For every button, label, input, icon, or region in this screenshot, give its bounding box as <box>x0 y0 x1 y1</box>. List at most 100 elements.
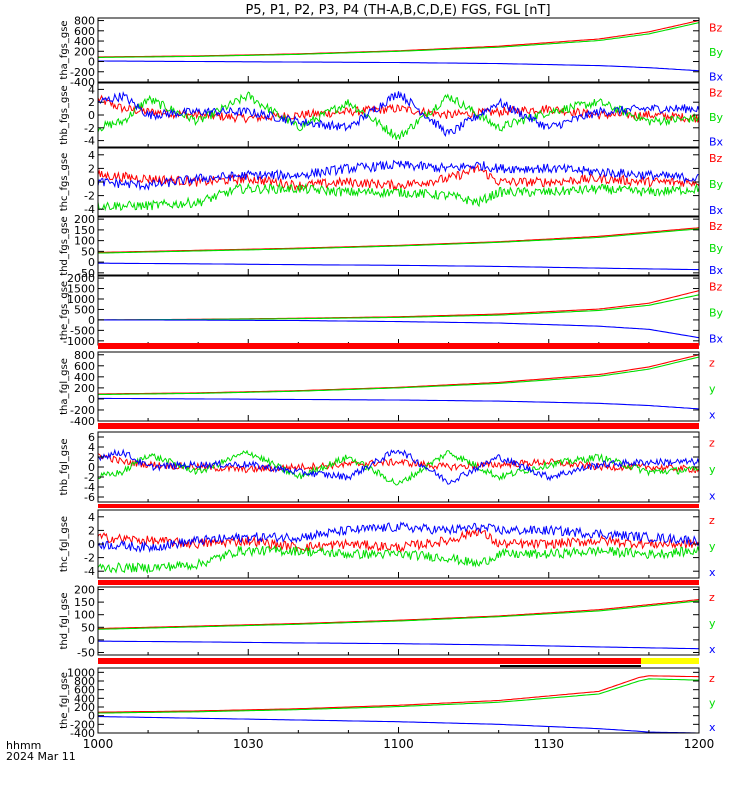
y-axis-label: thb_fgs_gse <box>59 85 70 144</box>
y-axis-label: tha_fgl_gse <box>59 358 70 415</box>
y-tick-label: 1000 <box>67 293 95 306</box>
availability-bar-red <box>98 343 699 349</box>
panel-lines <box>98 448 699 486</box>
time-tick-label: 1130 <box>533 737 564 751</box>
y-tick-label: 1000 <box>67 666 95 679</box>
time-tick-label: 1030 <box>233 737 264 751</box>
y-tick-label: 800 <box>74 349 95 362</box>
y-tick-label: 4 <box>88 511 95 524</box>
legend-entry: Bz <box>709 22 723 35</box>
y-axis-label: the_fgs_gse <box>59 281 70 340</box>
series-thb_fgs_gse-z <box>98 94 699 124</box>
y-tick-label: 1500 <box>67 283 95 296</box>
panel-frame <box>97 17 700 83</box>
series-tha_fgl_gse-y <box>98 356 699 396</box>
y-tick-label: -200 <box>70 718 95 731</box>
y-tick-label: 0 <box>88 109 95 122</box>
panel-lines <box>98 20 699 72</box>
y-tick-label: 400 <box>74 692 95 705</box>
y-tick-label: 200 <box>74 382 95 395</box>
y-tick-label: -400 <box>70 415 95 428</box>
legend-entry: y <box>709 617 716 630</box>
y-tick-label: 600 <box>74 684 95 697</box>
y-tick-label: 0 <box>88 56 95 69</box>
y-tick-label: 2000 <box>67 272 95 285</box>
series-thd_fgl_gse-z <box>98 599 699 630</box>
legend-entry: Bx <box>709 204 724 217</box>
y-tick-label: 2 <box>88 451 95 464</box>
series-thd_fgs_gse-x <box>98 262 699 271</box>
legend-entry: Bz <box>709 152 723 165</box>
legend-entry: x <box>709 721 716 734</box>
y-axis-label: the_fgl_gse <box>59 672 70 729</box>
y-tick-label: 0 <box>88 176 95 189</box>
legend-entry: y <box>709 463 716 476</box>
y-tick-label: 150 <box>74 596 95 609</box>
time-tick-label: 1200 <box>684 737 715 751</box>
legend-entry: Bz <box>709 220 723 233</box>
y-tick-label: 0 <box>88 634 95 647</box>
legend-entry: Bx <box>709 70 724 83</box>
legend-entry: By <box>709 111 724 124</box>
y-tick-label: 600 <box>74 25 95 38</box>
legend-entry: By <box>709 178 724 191</box>
y-tick-label: -50 <box>77 267 95 280</box>
time-axis-label-hhmm: hhmm <box>6 739 41 752</box>
y-axis-label: thd_fgs_gse <box>59 216 70 275</box>
availability-bar-red <box>98 658 699 664</box>
legend-entry: By <box>709 46 724 59</box>
series-tha_fgs_gse-y <box>98 22 699 58</box>
series-the_fgl_gse-y <box>98 678 699 714</box>
legend-entry: y <box>709 383 716 396</box>
data-availability-bars <box>98 343 699 667</box>
y-tick-label: -6 <box>84 491 95 504</box>
legend-entry: Bz <box>709 87 723 100</box>
y-tick-label: 400 <box>74 371 95 384</box>
y-tick-label: -4 <box>84 203 95 216</box>
legend-entry: y <box>709 697 716 710</box>
series-thb_fgl_gse-z <box>98 453 699 474</box>
series-thc_fgl_gse-x <box>98 521 699 554</box>
time-axis-label-date: 2024 Mar 11 <box>6 750 76 763</box>
y-tick-label: 50 <box>81 245 95 258</box>
y-tick-label: 0 <box>88 461 95 474</box>
series-thb_fgl_gse-x <box>98 448 699 485</box>
y-tick-label: 0 <box>88 538 95 551</box>
panel-lines <box>98 290 699 339</box>
y-tick-label: 200 <box>74 701 95 714</box>
y-tick-label: 0 <box>88 256 95 269</box>
y-tick-label: 100 <box>74 235 95 248</box>
series-thd_fgs_gse-z <box>98 227 699 253</box>
panel-lines <box>98 91 699 140</box>
y-tick-label: -50 <box>77 646 95 659</box>
series-the_fgs_gse-x <box>98 319 699 339</box>
panel-lines <box>98 159 699 212</box>
series-tha_fgl_gse-z <box>98 354 699 395</box>
legend-entry: z <box>709 591 715 604</box>
y-axis-label: thc_fgs_gse <box>59 153 70 212</box>
y-axis-label: thb_fgl_gse <box>59 439 70 496</box>
panel-lines <box>98 521 699 575</box>
y-tick-label: -4 <box>84 481 95 494</box>
y-tick-label: -2 <box>84 190 95 203</box>
panel-lines <box>98 599 699 650</box>
panel-thc_fgl_gse: 420-2-4 thc_fgl_gse zyx <box>59 509 716 579</box>
legend-entry: z <box>709 356 715 369</box>
series-the_fgs_gse-z <box>98 290 699 321</box>
y-tick-label: 600 <box>74 360 95 373</box>
legend-entry: z <box>709 436 715 449</box>
y-tick-label: 2 <box>88 524 95 537</box>
time-tick-label: 1100 <box>383 737 414 751</box>
y-tick-label: -4 <box>84 565 95 578</box>
series-thd_fgl_gse-x <box>98 640 699 650</box>
series-tha_fgs_gse-x <box>98 60 699 72</box>
y-tick-label: 2 <box>88 162 95 175</box>
y-tick-label: 150 <box>74 224 95 237</box>
legend-entry: x <box>709 643 716 656</box>
legend-entry: x <box>709 490 716 503</box>
